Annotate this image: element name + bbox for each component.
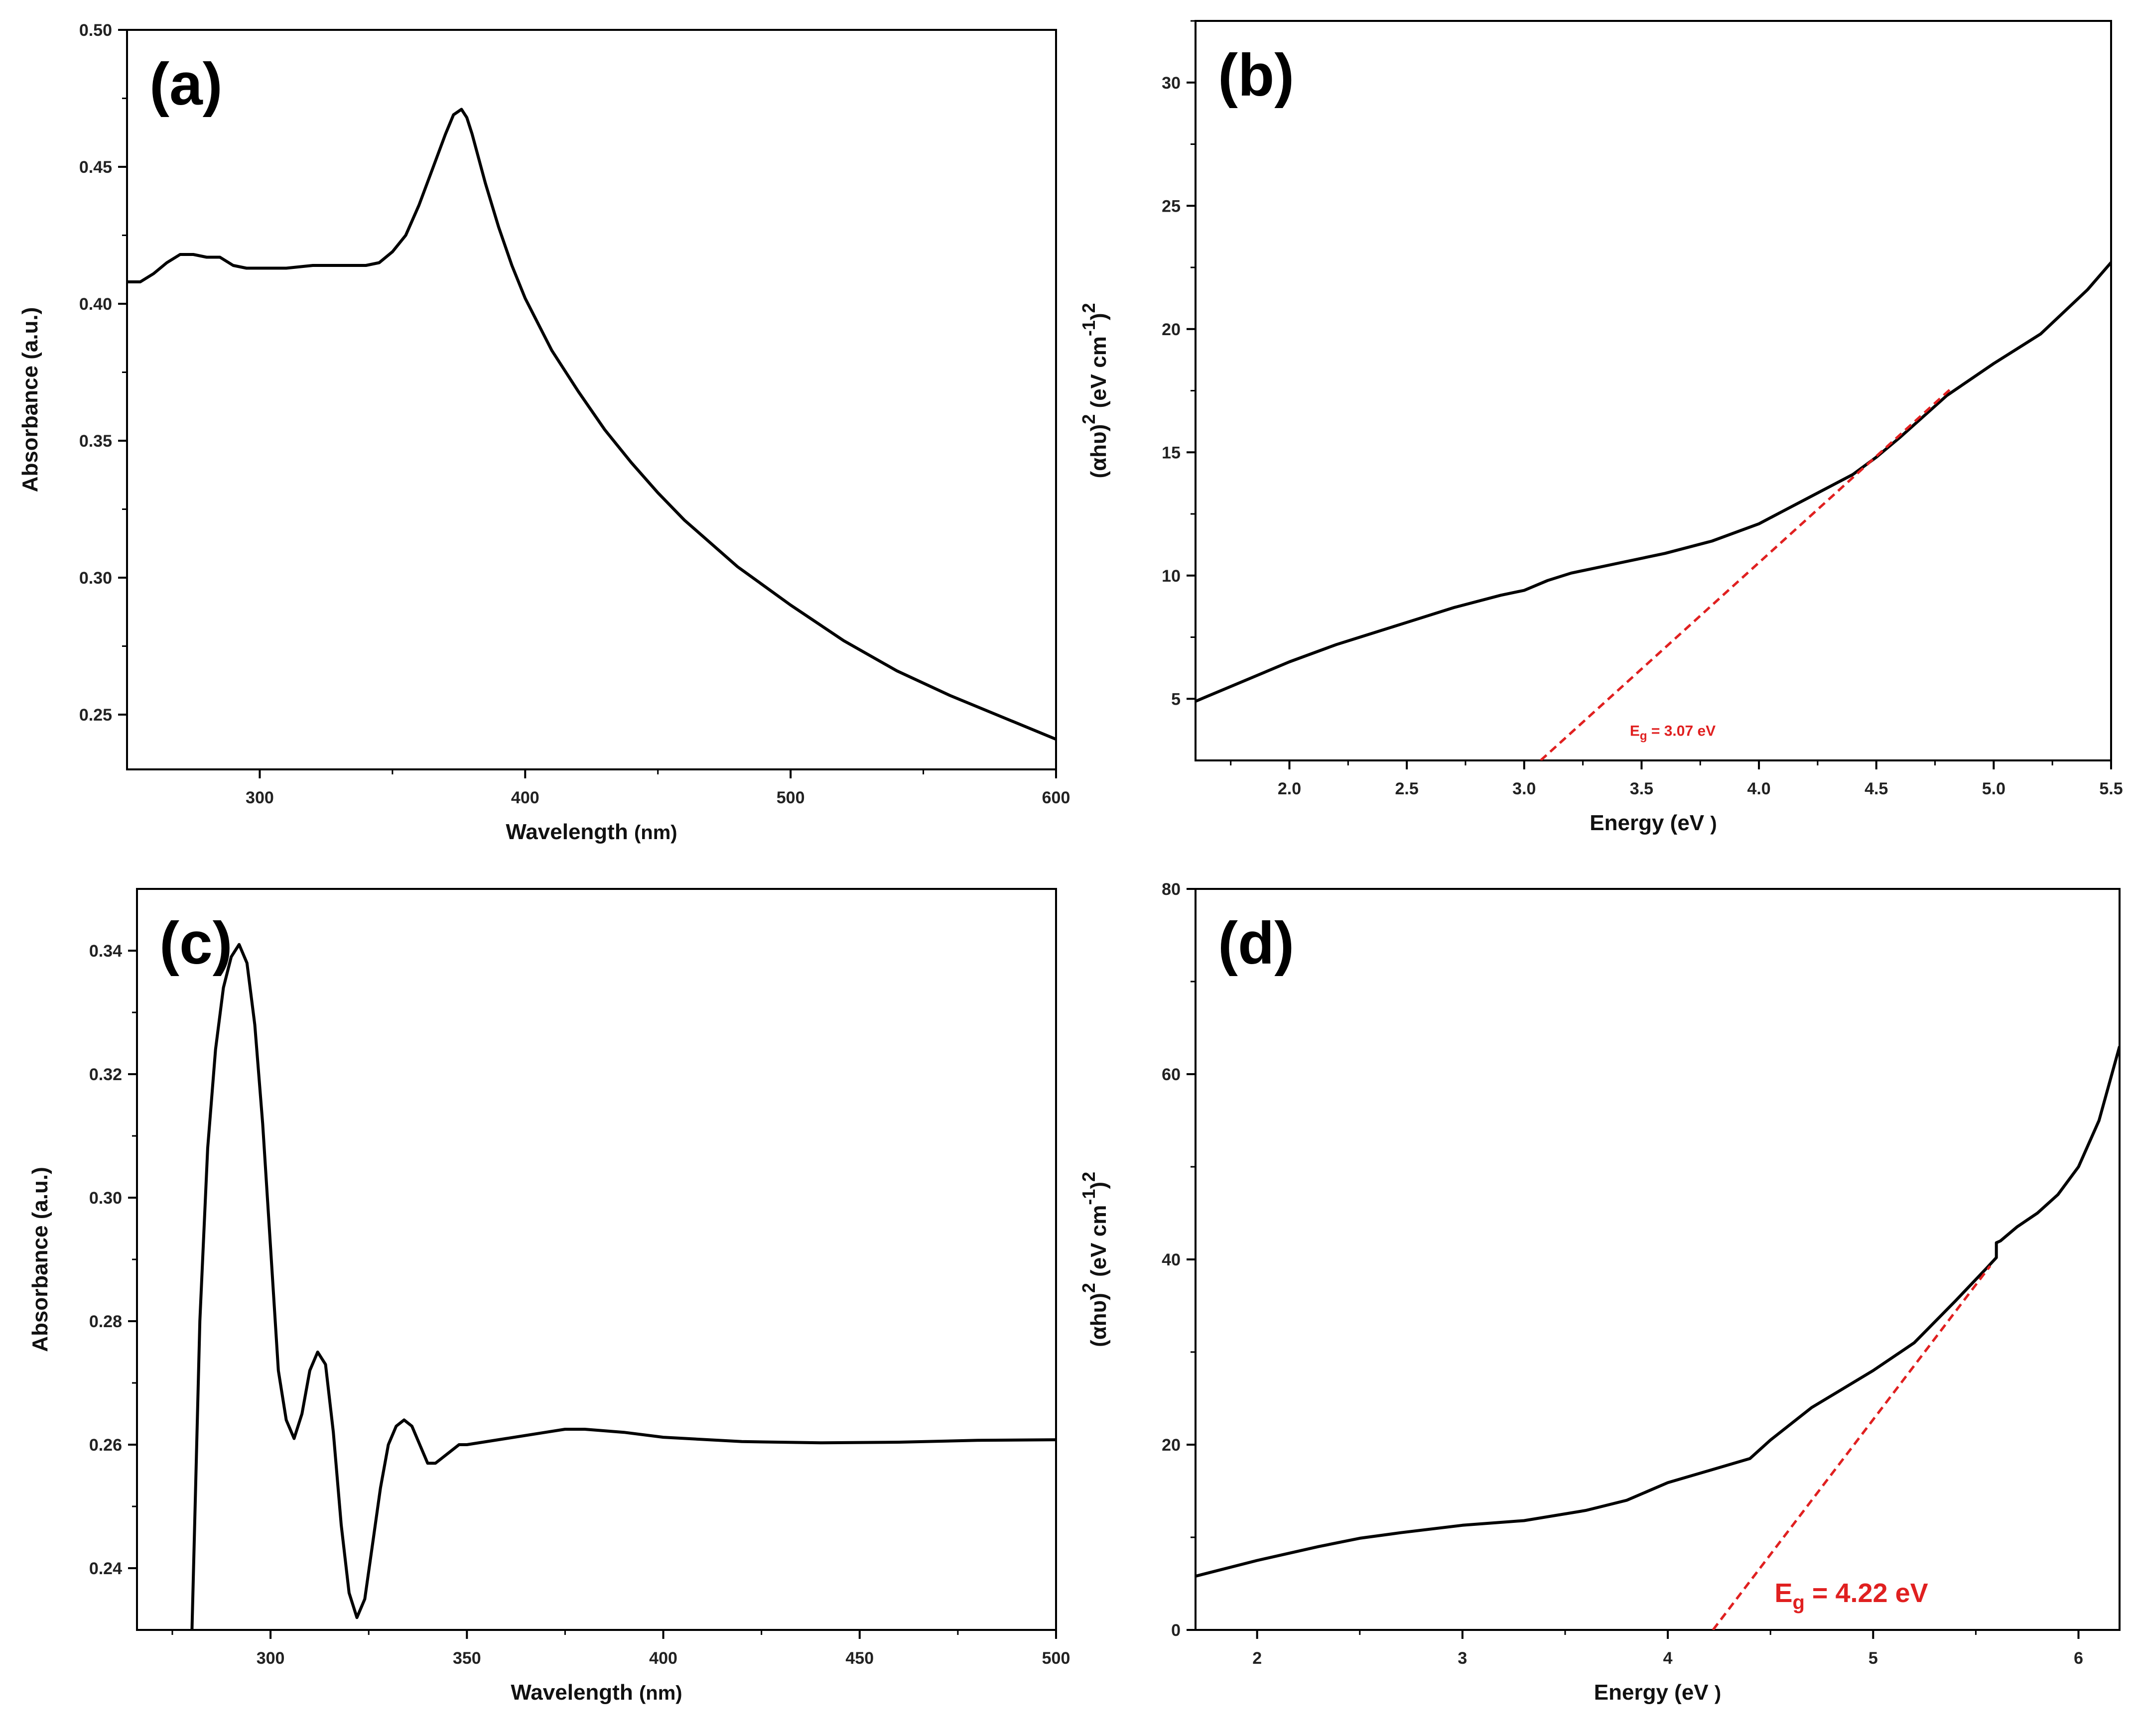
y-tick-label: 60	[1162, 1065, 1181, 1084]
y-tick-label: 40	[1162, 1250, 1181, 1269]
x-tick-label: 4	[1663, 1649, 1673, 1668]
band-gap-label: Eg = 3.07 eV	[1630, 723, 1716, 743]
y-axis-label: Absorbance (a.u.)	[28, 1167, 52, 1352]
panel-a: 300 400 500 600 0.25 0.30 0.35 0.40 0.45 0.50 (a) W…	[18, 21, 1070, 844]
y-tick-label: 0.24	[89, 1559, 122, 1578]
x-tick-label: 300	[246, 788, 274, 807]
y-tick-label: 30	[1162, 74, 1181, 93]
y-axis-label: Absorbance (a.u.)	[18, 307, 42, 493]
x-axis-label: Energy (eV )	[1590, 811, 1717, 835]
y-tick-label: 5	[1171, 690, 1181, 709]
x-tick-label: 350	[453, 1649, 481, 1668]
series-line-tauc	[1196, 1046, 2120, 1578]
y-tick-label: 80	[1162, 880, 1181, 899]
x-tick-label: 2.5	[1395, 779, 1419, 798]
panel-label: (c)	[159, 910, 233, 977]
x-tick-label: 3	[1458, 1649, 1467, 1668]
x-tick-label: 5	[1868, 1649, 1878, 1668]
y-tick-label: 0.30	[89, 1189, 122, 1208]
y-tick-label: 0.34	[89, 942, 122, 961]
y-tick-label: 20	[1162, 320, 1181, 339]
x-tick-label: 600	[1042, 788, 1070, 807]
x-axis-label: Energy (eV )	[1594, 1680, 1721, 1705]
y-tick-label: 20	[1162, 1436, 1181, 1455]
y-tick-label: 0.45	[79, 158, 112, 177]
y-tick-label: 25	[1162, 197, 1181, 216]
x-tick-label: 500	[1042, 1649, 1070, 1668]
y-tick-label: 0	[1171, 1621, 1181, 1640]
y-tick-label: 0.35	[79, 432, 112, 451]
x-tick-label: 6	[2074, 1649, 2083, 1668]
y-tick-label: 0.30	[79, 569, 112, 588]
x-tick-label: 5.5	[2099, 779, 2123, 798]
x-axis-label: Wavelength (nm)	[506, 820, 677, 844]
x-tick-label: 400	[511, 788, 539, 807]
panel-label: (a)	[149, 51, 223, 118]
x-tick-label: 3.0	[1512, 779, 1536, 798]
panel-label: (d)	[1218, 910, 1294, 977]
y-tick-label: 0.25	[79, 706, 112, 725]
series-line-tauc	[1196, 261, 2111, 703]
x-tick-label: 450	[845, 1649, 874, 1668]
y-tick-label: 0.40	[79, 295, 112, 314]
band-gap-label: Eg = 4.22 eV	[1774, 1578, 1928, 1613]
x-axis-label: Wavelength (nm)	[511, 1680, 682, 1705]
y-tick-label: 0.26	[89, 1436, 122, 1455]
linear-fit-line	[1712, 1265, 1992, 1630]
panel-label: (b)	[1218, 42, 1294, 109]
y-axis-label: (αhυ)2 (eV cm-1)2	[1078, 1172, 1111, 1347]
y-tick-label: 15	[1162, 443, 1181, 462]
y-axis-label: (αhυ)2 (eV cm-1)2	[1078, 303, 1111, 478]
x-tick-label: 2	[1252, 1649, 1262, 1668]
panel-b: 2.0 2.5 3.0 3.5 4.0 4.5 5.0 5.5 5 10 15 20 25 30 Eg = …	[1078, 20, 2123, 835]
x-tick-label: 300	[257, 1649, 285, 1668]
x-tick-label: 3.5	[1630, 779, 1653, 798]
y-tick-label: 0.32	[89, 1065, 122, 1084]
x-tick-label: 5.0	[1982, 779, 2005, 798]
series-line-absorbance	[127, 108, 1056, 741]
series-line-absorbance	[190, 943, 1056, 1630]
x-tick-label: 500	[777, 788, 805, 807]
panel-c: 300 350 400 450 500 0.24 0.26 0.28 0.30 0.32 0.34 (…	[28, 888, 1070, 1705]
x-tick-label: 4.0	[1747, 779, 1770, 798]
y-tick-label: 0.28	[89, 1312, 122, 1331]
plot-frame	[126, 29, 1057, 770]
x-tick-label: 4.5	[1865, 779, 1888, 798]
x-tick-label: 400	[649, 1649, 677, 1668]
y-tick-label: 10	[1162, 567, 1181, 586]
x-tick-label: 2.0	[1278, 779, 1301, 798]
linear-fit-line	[1540, 387, 1953, 760]
y-tick-label: 0.50	[79, 21, 112, 40]
